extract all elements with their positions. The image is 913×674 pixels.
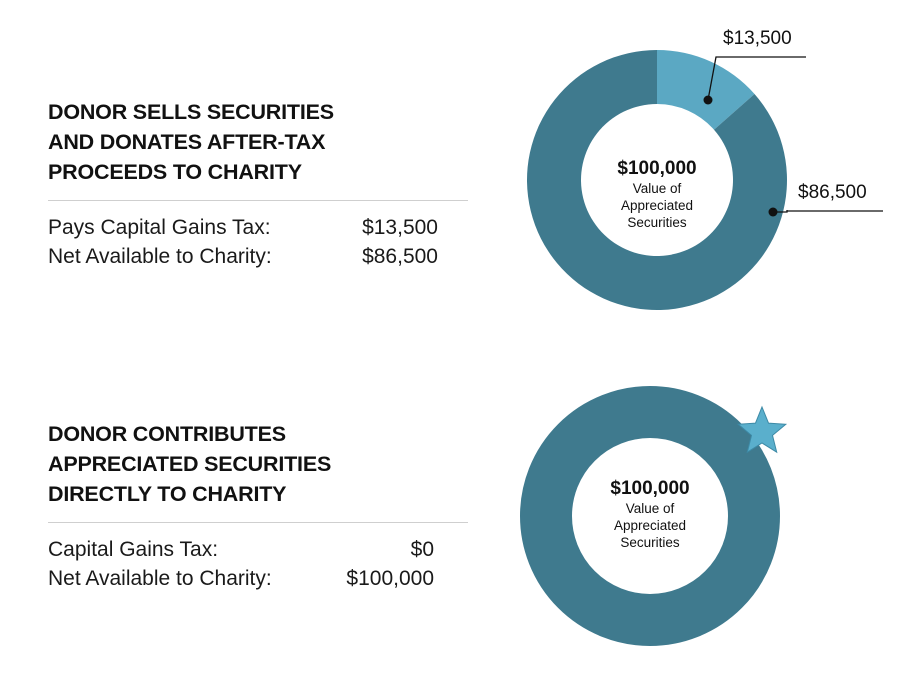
slice-label-86500: $86,500 [798,182,867,203]
row-capital-gains-tax: Pays Capital Gains Tax: $13,500 [48,213,438,242]
star-shape [736,405,788,454]
center-caption-3: Securities [627,215,687,230]
row-value: $13,500 [362,216,438,239]
center-caption-3: Securities [620,535,680,550]
donut-svg [520,386,780,646]
donut-chart-sell: $100,000 Value of Appreciated Securities [527,50,787,310]
donut-slice-full [520,386,780,646]
section-sell-securities: DONOR SELLS SECURITIES AND DONATES AFTER… [48,97,468,271]
divider [48,200,468,201]
section-heading: DONOR CONTRIBUTES APPRECIATED SECURITIES… [48,422,332,506]
center-value: $100,000 [610,478,690,499]
donut-svg [527,50,787,310]
donut-center: $100,000 Value of Appreciated Securities [520,478,780,551]
center-caption-1: Value of [625,501,675,516]
row-value: $0 [410,538,434,561]
donut-slice-13500 [657,50,755,130]
star-icon [736,405,788,454]
divider [48,522,468,523]
row-net-available: Net Available to Charity: $86,500 [48,242,438,271]
row-value: $100,000 [346,567,434,590]
center-value: $100,000 [617,158,697,179]
donut-chart-contribute: $100,000 Value of Appreciated Securities [520,386,788,646]
section-contribute-securities: DONOR CONTRIBUTES APPRECIATED SECURITIES… [48,419,468,593]
row-label: Capital Gains Tax: [48,538,219,561]
section-heading: DONOR SELLS SECURITIES AND DONATES AFTER… [48,100,334,184]
row-capital-gains-tax: Capital Gains Tax: $0 [48,535,434,564]
center-caption-2: Appreciated [620,198,694,213]
row-label: Net Available to Charity: [48,245,272,268]
slice-label-13500: $13,500 [723,28,792,49]
row-net-available: Net Available to Charity: $100,000 [48,564,434,593]
row-value: $86,500 [362,245,438,268]
center-caption-2: Appreciated [613,518,687,533]
row-label: Pays Capital Gains Tax: [48,216,271,239]
row-label: Net Available to Charity: [48,567,272,590]
donut-center: $100,000 Value of Appreciated Securities [527,158,787,231]
center-caption-1: Value of [632,181,682,196]
donut-slice-86500 [527,50,787,310]
